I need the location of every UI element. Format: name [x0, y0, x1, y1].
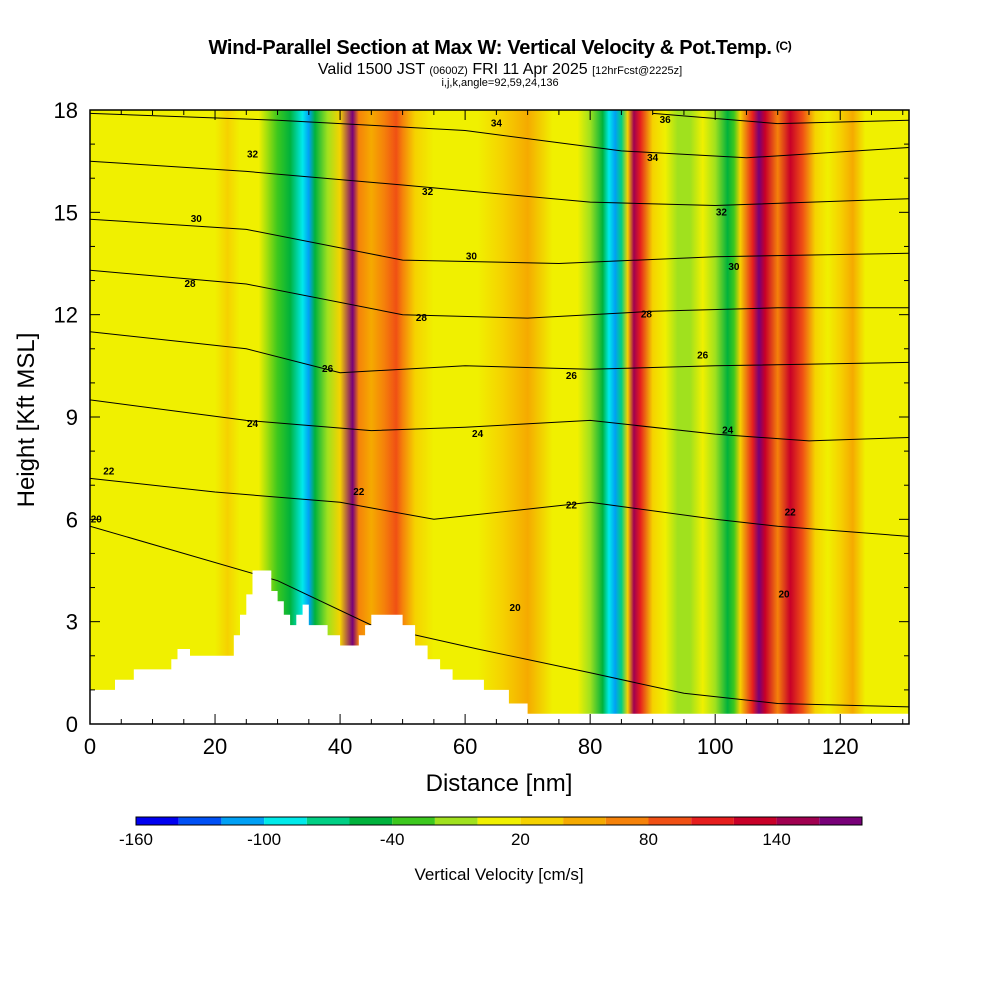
valid-time: Valid 1500 JST — [317, 61, 425, 78]
colorbar-tick-label: -100 — [247, 830, 281, 849]
x-tick-label: 120 — [822, 734, 859, 759]
colorbar-swatch — [477, 817, 521, 825]
theta-contour — [90, 218, 909, 265]
colorbar-swatch — [563, 817, 606, 825]
y-tick-label: 3 — [66, 610, 78, 635]
contour-label: 24 — [247, 419, 259, 430]
colorbar-swatch — [434, 817, 478, 825]
colorbar-title: Vertical Velocity [cm/s] — [414, 865, 583, 884]
colorbar-swatch — [605, 817, 649, 825]
contour-label: 32 — [716, 207, 728, 218]
contour-label: 28 — [641, 310, 653, 321]
colorbar-swatch — [819, 817, 862, 825]
theta-contour — [90, 477, 909, 537]
grid-indices: i,j,k,angle=92,59,24,136 — [441, 77, 559, 89]
contour-label: 22 — [103, 467, 115, 478]
colorbar-swatch — [264, 817, 307, 825]
x-tick-label: 40 — [328, 734, 352, 759]
theta-contour — [90, 331, 909, 374]
contour-label: 26 — [322, 364, 334, 375]
contour-label: 20 — [778, 589, 790, 600]
chart-title: Wind-Parallel Section at Max W: Vertical… — [0, 37, 1000, 60]
colorbar-swatch — [178, 817, 222, 825]
y-tick-label: 12 — [54, 303, 78, 328]
contour-label: 28 — [184, 279, 196, 290]
x-axis-title: Distance [nm] — [426, 770, 573, 797]
x-tick-label: 0 — [84, 734, 96, 759]
contour-label: 28 — [416, 313, 428, 324]
y-tick-label: 18 — [54, 98, 78, 123]
x-tick-label: 100 — [697, 734, 734, 759]
theta-contour — [90, 525, 909, 708]
contour-label: 30 — [728, 262, 740, 273]
contour-label: 22 — [353, 487, 365, 498]
forecast-info: [12hrFcst@2225z] — [592, 65, 683, 77]
theta-contour — [652, 112, 909, 125]
colorbar-swatch — [136, 817, 179, 825]
colorbar-swatch — [392, 817, 435, 825]
colorbar-frame — [135, 816, 863, 826]
x-tick-label: 20 — [203, 734, 227, 759]
contour-label: 26 — [697, 351, 709, 362]
colorbar-tick-label: -160 — [119, 830, 153, 849]
colorbar-swatch — [221, 817, 265, 825]
contour-label: 30 — [191, 214, 203, 225]
colorbar: -160 -100 -40 20 80 140 — [119, 816, 863, 849]
potential-temperature-contours — [90, 112, 909, 708]
contour-label: 20 — [510, 603, 522, 614]
contour-label: 34 — [647, 153, 659, 164]
contour-label: 30 — [466, 252, 478, 263]
x-tick-label: 80 — [578, 734, 602, 759]
contour-label: 26 — [566, 371, 578, 382]
contour-label: 24 — [472, 429, 484, 440]
contour-label: 32 — [247, 149, 259, 160]
theta-contour — [90, 399, 909, 442]
theta-contour — [90, 112, 909, 159]
contour-label: 22 — [566, 501, 578, 512]
valid-date: FRI 11 Apr 2025 — [472, 61, 588, 78]
colorbar-tick-label: -40 — [380, 830, 405, 849]
colorbar-swatch — [648, 817, 692, 825]
vertical-velocity-field — [90, 110, 909, 724]
colorbar-tick-label: 80 — [639, 830, 658, 849]
contour-label: 24 — [722, 426, 734, 437]
y-tick-label: 0 — [66, 712, 78, 737]
theta-contour — [90, 160, 909, 207]
y-tick-label: 15 — [54, 200, 78, 225]
colorbar-swatch — [520, 817, 564, 825]
contour-label: 36 — [660, 115, 672, 126]
colorbar-swatch — [733, 817, 777, 825]
copyright-mark: (C) — [775, 39, 792, 53]
y-axis-title: Height [Kft MSL] — [13, 333, 40, 508]
x-tick-label: 60 — [453, 734, 477, 759]
colorbar-swatch — [306, 817, 350, 825]
y-tick-label: 9 — [66, 405, 78, 430]
colorbar-swatch — [691, 817, 734, 825]
terrain-mask — [90, 570, 909, 724]
theta-contour — [90, 269, 909, 319]
valid-time-utc: (0600Z) — [429, 65, 468, 77]
y-tick-label: 6 — [66, 507, 78, 532]
contour-label: 22 — [785, 508, 797, 519]
colorbar-swatch — [776, 817, 820, 825]
colorbar-tick-label: 140 — [762, 830, 790, 849]
chart-subtitle: Valid 1500 JST (0600Z) FRI 11 Apr 2025 [… — [0, 61, 1000, 79]
contour-label: 34 — [491, 119, 503, 130]
contour-label: 32 — [422, 187, 434, 198]
colorbar-swatch — [349, 817, 393, 825]
chart-title-text: Wind-Parallel Section at Max W: Vertical… — [208, 37, 772, 59]
colorbar-tick-label: 20 — [511, 830, 530, 849]
